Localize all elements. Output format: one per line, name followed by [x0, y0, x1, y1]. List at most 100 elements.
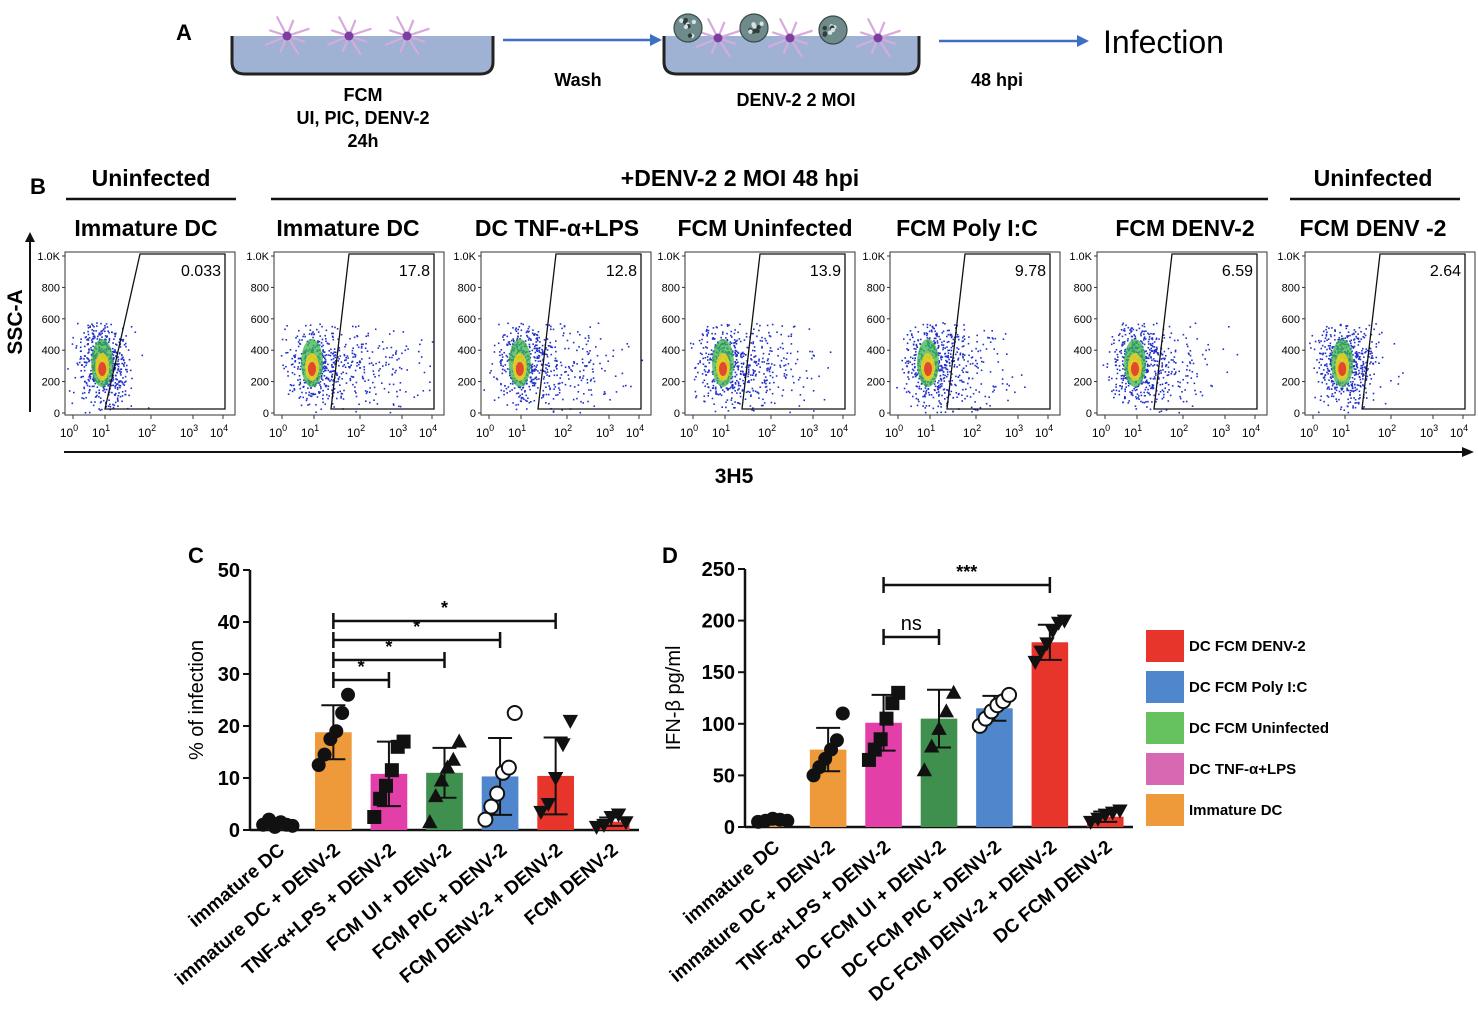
- y-tick-label: 0: [674, 408, 680, 420]
- significance-label: *: [441, 598, 448, 618]
- y-tick-label: 40: [218, 612, 240, 634]
- data-point: [489, 785, 506, 802]
- data-point: [780, 813, 795, 828]
- y-axis-label: % of infection: [186, 640, 208, 760]
- y-tick-label: 0: [54, 408, 60, 420]
- legend-swatch: [1146, 630, 1184, 662]
- well-1-label-line-2: UI, PIC, DENV-2: [296, 108, 429, 128]
- bar: [1031, 642, 1069, 827]
- density-core-red: [1131, 362, 1139, 376]
- data-point: [317, 747, 332, 762]
- facs-plot-frame: [1304, 251, 1476, 416]
- virus-particle: [673, 13, 703, 43]
- data-point: [829, 733, 844, 748]
- x-tick-label: 102: [1378, 423, 1396, 440]
- x-tick-label: 101: [92, 423, 110, 440]
- facs-plot-frame: [1096, 251, 1268, 416]
- panel-c-letter: C: [188, 543, 204, 568]
- facs-plot-title: FCM Uninfected: [677, 215, 852, 241]
- x-tick-label: 104: [419, 423, 437, 440]
- x-tick-label: 102: [138, 423, 156, 440]
- y-tick-label: 1.0K: [862, 251, 885, 263]
- virus-particles: [673, 13, 848, 45]
- legend-label: Immature DC: [1189, 802, 1283, 819]
- facs-plot-1: Immature DC 0 200 400 600 800 1.0K 100 101 102 103…: [37, 215, 236, 440]
- x-tick-label: 104: [626, 423, 644, 440]
- density-core-red: [98, 362, 107, 376]
- facs-plot-title: FCM Poly I:C: [896, 215, 1038, 241]
- legend-label: DC FCM Uninfected: [1189, 720, 1329, 737]
- y-tick-label: 400: [458, 345, 476, 357]
- dendritic-cell: [265, 16, 310, 56]
- x-tick-label: 102: [758, 423, 776, 440]
- facs-plot-title: FCM DENV -2: [1300, 215, 1447, 241]
- x-tick-label: 101: [301, 423, 319, 440]
- y-tick-label: 0: [263, 408, 269, 420]
- well-2-medium: [664, 36, 919, 74]
- y-tick-label: 10: [218, 768, 240, 790]
- data-point: [1027, 655, 1043, 670]
- y-tick-label: 400: [42, 345, 60, 357]
- data-point: [873, 732, 888, 747]
- facs-gate: [1361, 253, 1466, 410]
- y-tick-label: 0: [1294, 408, 1300, 420]
- x-tick-label: 104: [1450, 423, 1468, 440]
- panel-a: A FCM UI, PIC, DENV-2 24h Wash DENV-2 2 …: [176, 13, 1224, 151]
- data-point: [483, 798, 500, 815]
- data-point: [445, 751, 462, 766]
- gate-value: 12.8: [606, 263, 637, 280]
- well-1-outline: [230, 36, 495, 76]
- data-point: [945, 684, 962, 699]
- y-tick-label: 0: [1086, 408, 1092, 420]
- legend-label: DC TNF-α+LPS: [1189, 761, 1296, 778]
- y-tick-label: 1.0K: [37, 251, 60, 263]
- legend-item: DC FCM DENV-2: [1146, 630, 1306, 662]
- data-point: [540, 798, 557, 813]
- y-tick-label: 50: [218, 560, 240, 582]
- legend-item: Immature DC: [1146, 794, 1283, 826]
- x-tick-label: 103: [1420, 423, 1438, 440]
- gate-value: 17.8: [399, 263, 430, 280]
- data-point: [1001, 686, 1018, 703]
- y-tick-label: 600: [458, 314, 476, 326]
- y-tick-label: 800: [867, 282, 885, 294]
- data-point: [378, 778, 393, 793]
- panel-b: B Uninfected +DENV-2 2 MOI 48 hpi Uninfe…: [4, 165, 1476, 488]
- x-tick-label: 104: [830, 423, 848, 440]
- legend-item: DC FCM Poly I:C: [1146, 671, 1307, 703]
- y-tick-label: 800: [1282, 282, 1300, 294]
- y-tick-label: 600: [42, 314, 60, 326]
- facs-plot-6: FCM DENV-2 0 200 400 600 800 1.0K 100 101 102 103 1…: [1069, 215, 1268, 440]
- x-tick-label: 103: [1005, 423, 1023, 440]
- facs-plot-title: Immature DC: [276, 215, 419, 241]
- infection-label: Infection: [1103, 24, 1224, 60]
- y-tick-label: 30: [218, 664, 240, 686]
- 3h5-axis-arrowhead: [1462, 447, 1474, 457]
- data-point: [1039, 637, 1055, 652]
- well-1-label-line-3: 24h: [347, 131, 378, 151]
- facs-plot-2: Immature DC 0 200 400 600 800 1.0K 100 101 102 103…: [246, 215, 445, 440]
- data-point: [427, 788, 444, 803]
- legend-item: DC FCM Uninfected: [1146, 712, 1329, 744]
- x-tick-label: 101: [712, 423, 730, 440]
- significance-label: *: [385, 637, 392, 657]
- facs-plot-frame: [889, 251, 1061, 416]
- density-core-red: [515, 362, 524, 376]
- data-point: [384, 763, 399, 778]
- y-tick-label: 600: [1282, 314, 1300, 326]
- y-tick-label: 100: [702, 714, 735, 736]
- data-point: [923, 738, 940, 753]
- virus-particle: [818, 15, 848, 45]
- chart-d-legend: DC FCM DENV-2 DC FCM Poly I:C DC FCM Uninf…: [1146, 630, 1329, 826]
- facs-plot-4: FCM Uninfected 0 200 400 600 800 1.0K 100 101 102…: [657, 215, 856, 440]
- data-point: [335, 706, 350, 720]
- y-tick-label: 1.0K: [657, 251, 680, 263]
- data-point: [938, 703, 955, 718]
- density-core-red: [308, 362, 316, 376]
- data-point: [439, 759, 456, 774]
- facs-plot-title: Immature DC: [74, 215, 217, 241]
- panel-a-letter: A: [176, 20, 192, 45]
- wash-label: Wash: [554, 70, 601, 90]
- gate-value: 13.9: [810, 263, 841, 280]
- group-label-uninfected-right: Uninfected: [1314, 165, 1433, 191]
